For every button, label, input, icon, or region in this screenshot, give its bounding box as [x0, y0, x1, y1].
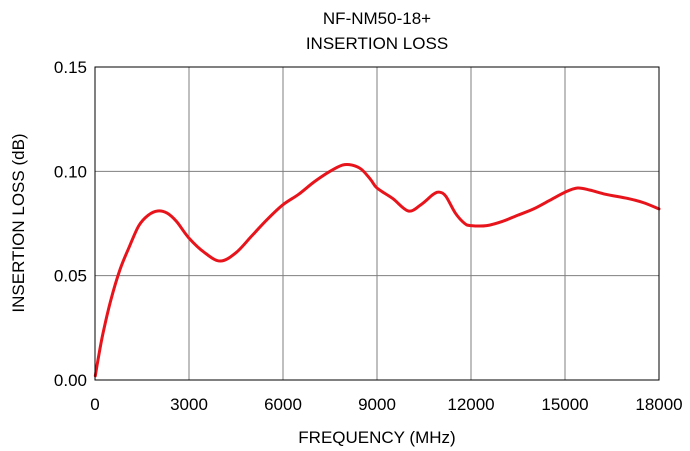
x-axis-label: FREQUENCY (MHz): [298, 428, 455, 447]
x-tick-label: 9000: [358, 395, 396, 414]
chart-title-line-1: NF-NM50-18+: [323, 9, 431, 28]
x-tick-label: 18000: [635, 395, 682, 414]
grid-lines: [95, 67, 659, 380]
x-tick-label: 0: [90, 395, 99, 414]
x-tick-labels: 0 3000 6000 9000 12000 15000 18000: [90, 395, 682, 414]
y-tick-label: 0.00: [54, 371, 87, 390]
insertion-loss-line: [93, 162, 661, 378]
x-tick-label: 12000: [447, 395, 494, 414]
y-tick-label: 0.10: [54, 162, 87, 181]
chart-title-line-2: INSERTION LOSS: [306, 34, 448, 53]
x-tick-label: 6000: [264, 395, 302, 414]
y-tick-labels: 0.00 0.05 0.10 0.15: [54, 58, 87, 390]
series-lines: [93, 162, 661, 378]
y-axis-label: INSERTION LOSS (dB): [9, 133, 28, 312]
y-tick-label: 0.05: [54, 267, 87, 286]
x-tick-label: 15000: [541, 395, 588, 414]
y-tick-label: 0.15: [54, 58, 87, 77]
x-tick-label: 3000: [170, 395, 208, 414]
plot-area-frame: [94, 66, 660, 381]
